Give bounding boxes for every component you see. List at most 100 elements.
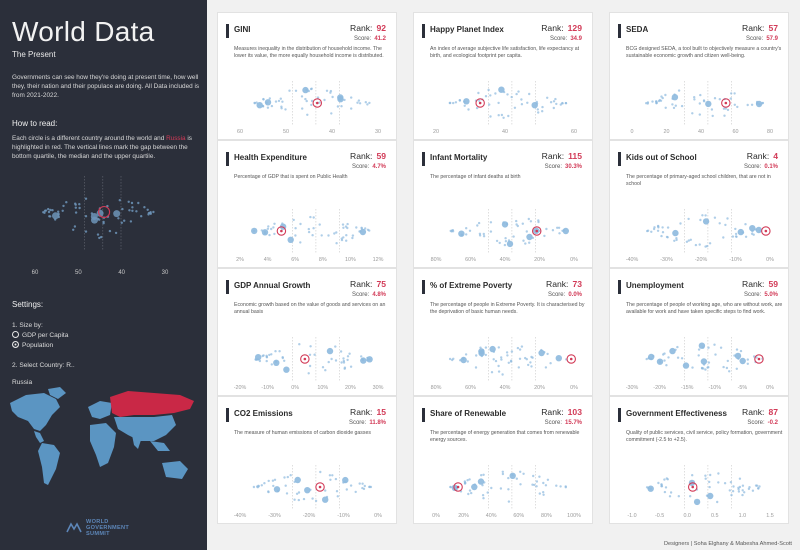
country-dot[interactable] bbox=[489, 94, 492, 97]
country-dot[interactable] bbox=[336, 105, 340, 108]
country-dot[interactable] bbox=[733, 103, 736, 107]
country-dot[interactable] bbox=[671, 94, 679, 101]
country-dot[interactable] bbox=[674, 348, 677, 351]
country-dot[interactable] bbox=[301, 107, 304, 110]
country-dot[interactable] bbox=[299, 222, 302, 226]
country-dot[interactable] bbox=[359, 228, 367, 236]
country-dot[interactable] bbox=[730, 92, 733, 95]
country-dot[interactable] bbox=[494, 359, 498, 363]
country-dot[interactable] bbox=[506, 93, 509, 96]
country-dot[interactable] bbox=[452, 101, 455, 105]
country-dot[interactable] bbox=[279, 97, 282, 100]
country-dot[interactable] bbox=[528, 241, 531, 244]
country-dot[interactable] bbox=[467, 108, 470, 111]
country-dot[interactable] bbox=[345, 488, 348, 491]
country-dot[interactable] bbox=[270, 363, 273, 366]
country-dot[interactable] bbox=[728, 370, 731, 373]
country-dot[interactable] bbox=[256, 486, 259, 489]
country-dot[interactable] bbox=[268, 353, 271, 357]
country-dot[interactable] bbox=[552, 106, 555, 110]
country-dot[interactable] bbox=[258, 359, 262, 363]
country-dot[interactable] bbox=[480, 474, 483, 477]
country-dot[interactable] bbox=[344, 225, 348, 228]
country-dot[interactable] bbox=[735, 235, 738, 238]
country-dot[interactable] bbox=[502, 221, 505, 224]
country-dot[interactable] bbox=[559, 103, 562, 106]
country-dot[interactable] bbox=[482, 232, 485, 236]
country-dot[interactable] bbox=[283, 476, 286, 479]
country-dot[interactable] bbox=[651, 100, 654, 103]
country-dot[interactable] bbox=[524, 242, 527, 245]
country-dot[interactable] bbox=[697, 354, 700, 357]
country-dot[interactable] bbox=[252, 485, 256, 489]
country-dot[interactable] bbox=[722, 107, 726, 110]
country-dot[interactable] bbox=[713, 343, 716, 346]
country-dot[interactable] bbox=[470, 491, 473, 495]
country-dot[interactable] bbox=[730, 493, 733, 497]
country-dot[interactable] bbox=[737, 357, 740, 360]
country-dot[interactable] bbox=[754, 484, 758, 487]
country-dot[interactable] bbox=[310, 103, 313, 107]
country-dot[interactable] bbox=[645, 486, 649, 489]
country-dot[interactable] bbox=[672, 106, 676, 110]
country-dot[interactable] bbox=[546, 96, 549, 100]
country-dot[interactable] bbox=[334, 477, 338, 481]
country-dot[interactable] bbox=[477, 221, 481, 225]
country-dot[interactable] bbox=[694, 243, 698, 247]
country-dot[interactable] bbox=[475, 354, 478, 357]
country-dot[interactable] bbox=[502, 90, 506, 94]
country-dot[interactable] bbox=[555, 484, 558, 487]
country-dot[interactable] bbox=[531, 483, 534, 486]
country-dot[interactable] bbox=[706, 244, 709, 248]
country-dot[interactable] bbox=[358, 482, 361, 485]
country-dot[interactable] bbox=[663, 359, 666, 362]
country-dot[interactable] bbox=[664, 486, 668, 489]
country-dot[interactable] bbox=[707, 492, 714, 500]
country-dot[interactable] bbox=[551, 229, 555, 232]
country-dot[interactable] bbox=[473, 483, 477, 486]
country-dot[interactable] bbox=[500, 113, 504, 117]
country-dot[interactable] bbox=[689, 238, 692, 241]
country-dot[interactable] bbox=[536, 108, 539, 111]
country-dot[interactable] bbox=[555, 355, 562, 362]
highlight-russia-dot[interactable] bbox=[757, 357, 761, 361]
country-dot[interactable] bbox=[679, 222, 682, 225]
country-dot[interactable] bbox=[298, 343, 301, 346]
radio-gdp-icon[interactable] bbox=[12, 331, 19, 338]
country-dot[interactable] bbox=[733, 92, 736, 95]
country-dot[interactable] bbox=[699, 218, 702, 222]
country-dot[interactable] bbox=[507, 114, 510, 118]
card-of-extreme-poverty[interactable]: % of Extreme Poverty Rank: 73 Score: 0.0% The… bbox=[413, 268, 593, 396]
country-dot[interactable] bbox=[333, 232, 336, 235]
country-dot[interactable] bbox=[255, 354, 262, 361]
country-dot[interactable] bbox=[558, 232, 561, 235]
country-dot[interactable] bbox=[713, 216, 717, 219]
country-dot[interactable] bbox=[668, 495, 672, 498]
country-dot[interactable] bbox=[751, 489, 755, 492]
country-dot[interactable] bbox=[293, 498, 296, 501]
country-dot[interactable] bbox=[289, 474, 292, 477]
country-dot[interactable] bbox=[253, 102, 256, 105]
country-dot[interactable] bbox=[664, 106, 667, 110]
country-dot[interactable] bbox=[476, 224, 479, 227]
country-dot[interactable] bbox=[704, 477, 707, 480]
size-option-gdp[interactable]: GDP per Capita bbox=[12, 331, 68, 339]
country-dot[interactable] bbox=[545, 227, 548, 231]
highlight-russia-dot[interactable] bbox=[691, 485, 695, 489]
country-dot[interactable] bbox=[562, 227, 569, 235]
country-dot[interactable] bbox=[520, 345, 524, 348]
highlight-russia-ring[interactable] bbox=[300, 354, 310, 364]
country-dot[interactable] bbox=[530, 365, 533, 368]
country-dot[interactable] bbox=[657, 226, 660, 229]
country-dot[interactable] bbox=[294, 476, 301, 484]
country-dot[interactable] bbox=[697, 348, 701, 351]
country-dot[interactable] bbox=[702, 218, 710, 225]
country-dot[interactable] bbox=[561, 102, 564, 105]
country-dot[interactable] bbox=[284, 108, 287, 111]
country-dot[interactable] bbox=[489, 230, 493, 233]
country-dot[interactable] bbox=[336, 495, 339, 498]
country-dot[interactable] bbox=[448, 357, 452, 361]
card-gini[interactable]: GINI Rank: 92 Score: 41.2 Measures inequality… bbox=[217, 12, 397, 140]
country-dot[interactable] bbox=[265, 101, 268, 105]
country-dot[interactable] bbox=[284, 484, 287, 487]
